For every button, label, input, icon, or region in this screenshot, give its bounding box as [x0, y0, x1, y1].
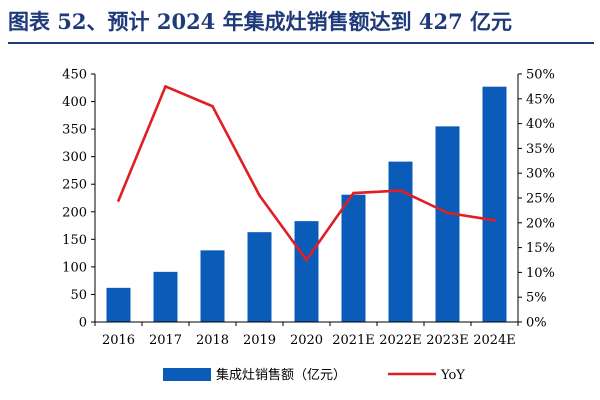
- x-tick-label-2017: 2017: [149, 333, 182, 348]
- left-tick-label-450: 450: [62, 68, 87, 83]
- left-tick-label-400: 400: [62, 95, 87, 110]
- right-tick-label-45%: 45%: [526, 92, 555, 107]
- left-tick-label-0: 0: [79, 316, 87, 331]
- right-tick-label-5%: 5%: [526, 291, 547, 306]
- bar-2020: [294, 221, 319, 322]
- right-tick-label-35%: 35%: [526, 142, 555, 157]
- x-tick-label-2022E: 2022E: [379, 333, 422, 348]
- bar-2022E: [388, 161, 413, 322]
- bar-2017: [153, 271, 178, 322]
- left-tick-label-50: 50: [70, 288, 87, 303]
- right-tick-label-50%: 50%: [526, 68, 555, 83]
- chart-title: 图表 52、预计 2024 年集成灶销售额达到 427 亿元: [8, 9, 513, 34]
- x-tick-label-2023E: 2023E: [426, 333, 469, 348]
- right-tick-label-10%: 10%: [526, 266, 555, 281]
- yoy-point-2019: [258, 194, 261, 197]
- x-tick-label-2016: 2016: [102, 333, 135, 348]
- x-tick-label-2020: 2020: [290, 333, 323, 348]
- left-tick-label-250: 250: [62, 178, 87, 193]
- legend-label-sales: 集成灶销售额（亿元）: [216, 367, 346, 383]
- yoy-point-2022E: [399, 189, 402, 192]
- title-underline: [8, 42, 594, 44]
- right-tick-label-25%: 25%: [526, 192, 555, 207]
- bar-2023E: [435, 126, 460, 322]
- yoy-point-2021E: [352, 191, 355, 195]
- left-tick-label-350: 350: [62, 123, 87, 138]
- yoy-point-2017: [164, 85, 167, 88]
- right-tick-label-0%: 0%: [526, 316, 547, 331]
- left-tick-label-150: 150: [62, 233, 87, 248]
- legend-swatch-sales: [163, 368, 211, 381]
- right-tick-label-15%: 15%: [526, 241, 555, 256]
- bar-2018: [200, 250, 225, 322]
- bar-2021E: [341, 194, 366, 322]
- yoy-point-2024E: [493, 219, 496, 222]
- yoy-point-2018: [211, 104, 214, 108]
- x-tick-label-2018: 2018: [196, 333, 229, 348]
- x-tick-label-2021E: 2021E: [332, 333, 375, 348]
- left-tick-label-200: 200: [62, 205, 87, 220]
- bar-2019: [247, 232, 272, 322]
- x-tick-label-2024E: 2024E: [473, 333, 516, 348]
- legend-label-yoy: YoY: [440, 368, 465, 383]
- right-tick-label-20%: 20%: [526, 216, 555, 231]
- bar-2016: [106, 287, 131, 322]
- yoy-point-2020: [305, 258, 308, 262]
- bar-2024E: [482, 86, 507, 323]
- right-tick-label-30%: 30%: [526, 167, 555, 182]
- yoy-point-2016: [117, 199, 120, 202]
- left-tick-label-100: 100: [62, 260, 87, 275]
- yoy-point-2023E: [446, 211, 449, 215]
- left-tick-label-300: 300: [62, 150, 87, 165]
- x-tick-label-2019: 2019: [243, 333, 276, 348]
- right-tick-label-40%: 40%: [526, 117, 555, 132]
